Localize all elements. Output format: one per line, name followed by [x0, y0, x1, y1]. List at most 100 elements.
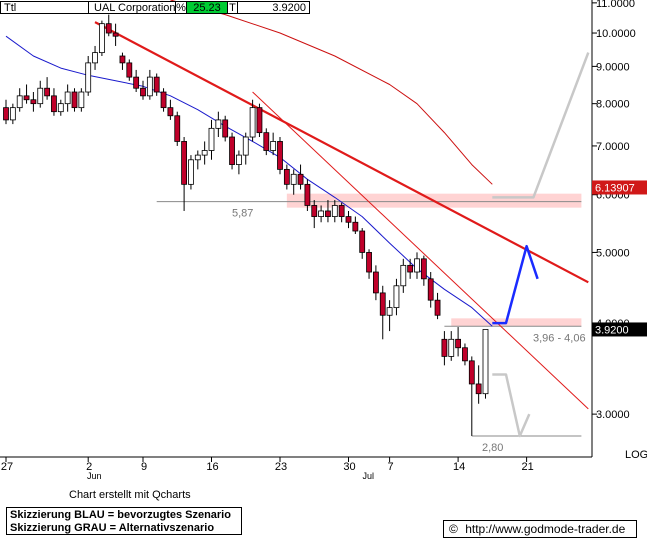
candle-body-down — [352, 221, 359, 232]
price-tags: 6.13907 3.9200 — [592, 180, 647, 337]
resistance-zone-1 — [451, 318, 582, 327]
candle — [352, 216, 359, 234]
y-tick-label: 10.0000 — [596, 28, 636, 40]
candle-body-down — [420, 258, 427, 280]
candle — [30, 92, 37, 112]
trendline-minor — [252, 91, 589, 410]
candle — [201, 141, 208, 165]
legend-blue: Skizzierung BLAU = bevorzugtes Szenario — [10, 509, 231, 521]
candle-body-up — [194, 154, 201, 161]
candle-body-down — [174, 115, 181, 142]
candle-body-up — [400, 264, 407, 287]
candle — [23, 84, 30, 104]
support-label-2: 2,80 — [482, 442, 503, 454]
scenario-grey-2 — [492, 52, 590, 199]
x-tick-label: 9 — [141, 461, 147, 473]
candle-body-up — [448, 338, 455, 357]
candle — [37, 80, 44, 108]
candle-body-up — [85, 62, 92, 93]
candle-body-down — [153, 76, 160, 93]
candle-body-up — [249, 107, 256, 138]
candle — [235, 150, 242, 175]
scenario-legend: Skizzierung BLAU = bevorzugtes Szenario … — [6, 507, 242, 535]
credit-url[interactable]: http://www.godmode-trader.de — [465, 522, 626, 536]
scale-label: LOG — [625, 449, 647, 461]
candle — [160, 88, 167, 112]
candle — [174, 111, 181, 146]
candle-body-down — [427, 278, 434, 301]
candle — [153, 73, 160, 96]
candle — [167, 99, 174, 120]
x-tick-label: 27 — [1, 461, 13, 473]
candle-body-down — [256, 107, 263, 134]
candles — [3, 14, 489, 436]
candle — [290, 169, 297, 195]
candle — [181, 137, 188, 211]
credit-box[interactable]: © http://www.godmode-trader.de — [443, 520, 637, 538]
symbol-cell: Ttl — [0, 1, 88, 14]
x-tick-label: 7 — [388, 461, 394, 473]
last-price-value: 3.9200 — [238, 1, 310, 14]
candle-body-up — [414, 258, 420, 273]
candle-body-up — [242, 136, 249, 156]
candle-body-down — [407, 264, 414, 273]
x-ticks: 27 2 9 16 23 30 7 14 21 Jun Jul — [1, 457, 534, 481]
candle — [105, 14, 112, 37]
candle-body-down — [468, 360, 475, 385]
candle — [119, 52, 126, 70]
last-price-box — [592, 322, 647, 337]
candle — [44, 77, 50, 100]
candle — [414, 252, 420, 279]
candle-body-up — [99, 23, 105, 54]
price-tag-label: 6.13907 — [595, 182, 635, 194]
trendline-main — [94, 21, 589, 284]
candle — [283, 164, 290, 190]
month-label: Jul — [362, 471, 374, 481]
candle — [57, 99, 64, 116]
candle — [99, 20, 105, 57]
y-tick-label: 5.0000 — [596, 247, 630, 259]
candle-body-down — [160, 91, 167, 109]
trendlines — [94, 21, 589, 410]
candle-body-down — [263, 132, 270, 151]
candle-body-up — [16, 95, 23, 109]
candle — [256, 103, 263, 138]
candle — [215, 111, 222, 138]
candle-body-down — [133, 76, 140, 89]
candle-body-down — [441, 338, 448, 357]
candle — [194, 150, 201, 170]
candle-body-down — [359, 230, 366, 253]
candle-body-down — [71, 91, 78, 109]
y-tick-label: 7.0000 — [596, 141, 630, 153]
candle — [475, 365, 482, 404]
candle-body-down — [338, 205, 345, 217]
candle-body-up — [318, 210, 325, 217]
candle-body-down — [283, 168, 290, 185]
candle — [441, 331, 448, 366]
candle — [318, 205, 325, 223]
candle-body-up — [386, 307, 393, 316]
month-label: Jun — [87, 471, 102, 481]
candle-body-down — [119, 55, 126, 64]
candle — [133, 69, 140, 93]
candle — [85, 56, 92, 96]
price-tag-box — [592, 180, 647, 195]
support-label-1: 3,96 - 4,06 — [533, 332, 586, 344]
candle — [448, 331, 455, 361]
candle-body-down — [3, 107, 9, 121]
axes — [0, 0, 593, 458]
candle — [188, 155, 194, 190]
candle — [3, 99, 9, 125]
candle-body-down — [181, 141, 188, 185]
candle-body-up — [482, 329, 489, 395]
legend-grey: Skizzierung GRAU = Alternativszenario — [10, 522, 215, 534]
candle-body-up — [331, 205, 338, 217]
candle — [140, 80, 146, 100]
y-tick-label: 11.0000 — [596, 0, 635, 10]
candle-body-up — [208, 127, 215, 151]
candle — [304, 179, 311, 211]
y-tick-label: 8.0000 — [596, 99, 630, 111]
candle-body-up — [146, 76, 153, 97]
candle — [277, 137, 283, 175]
